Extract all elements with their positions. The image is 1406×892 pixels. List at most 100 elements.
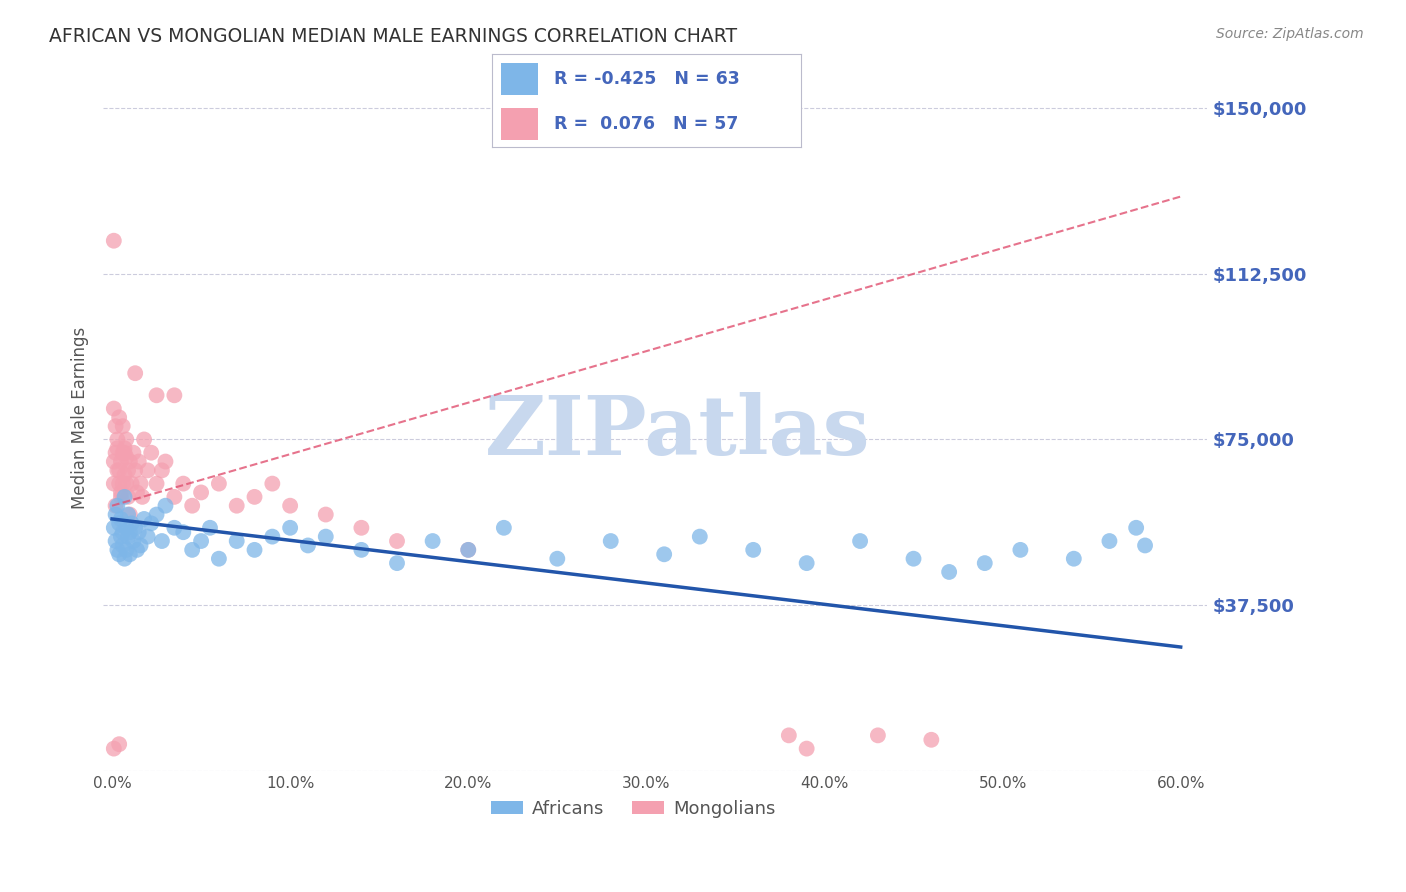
Point [118, 454, 141, 468]
Point [155, 454, 177, 468]
Point [796, 741, 818, 756]
Point [110, 485, 132, 500]
Point [172, 525, 194, 540]
Point [457, 542, 479, 557]
Point [110, 454, 132, 468]
Point [422, 534, 444, 549]
Point [181, 499, 204, 513]
Point [1125, 521, 1147, 535]
Point [121, 516, 143, 531]
Point [122, 446, 145, 460]
Point [1063, 551, 1085, 566]
Point [278, 521, 301, 535]
Point [105, 463, 128, 477]
Point [131, 490, 153, 504]
Point [108, 463, 131, 477]
Point [104, 508, 127, 522]
Point [1098, 534, 1121, 549]
Point [105, 442, 128, 456]
Point [103, 476, 125, 491]
Point [866, 728, 889, 742]
Point [350, 521, 373, 535]
Point [315, 530, 337, 544]
Point [973, 556, 995, 570]
Point [105, 542, 128, 557]
Point [278, 499, 301, 513]
Point [262, 530, 284, 544]
Point [110, 512, 132, 526]
Point [145, 508, 167, 522]
Point [141, 516, 163, 531]
Point [742, 542, 765, 557]
Point [150, 534, 173, 549]
Point [115, 476, 138, 491]
Point [105, 433, 128, 447]
Point [145, 388, 167, 402]
Point [108, 410, 131, 425]
Point [1133, 538, 1156, 552]
Point [114, 446, 136, 460]
Point [938, 565, 960, 579]
Point [125, 485, 148, 500]
Text: ZIPatlas: ZIPatlas [485, 392, 870, 472]
Point [141, 446, 163, 460]
Point [103, 521, 125, 535]
Point [145, 476, 167, 491]
Point [111, 476, 134, 491]
Point [104, 534, 127, 549]
Point [190, 534, 212, 549]
Point [117, 508, 139, 522]
Point [903, 551, 925, 566]
Point [114, 442, 136, 456]
Point [111, 419, 134, 434]
Point [103, 741, 125, 756]
Point [108, 516, 131, 531]
Point [181, 542, 204, 557]
Point [155, 499, 177, 513]
Point [108, 547, 131, 561]
Point [1010, 542, 1032, 557]
Point [689, 530, 711, 544]
Point [150, 463, 173, 477]
Point [115, 542, 138, 557]
Point [262, 476, 284, 491]
Y-axis label: Median Male Earnings: Median Male Earnings [72, 326, 89, 508]
Point [132, 433, 155, 447]
Point [105, 499, 128, 513]
Point [297, 538, 319, 552]
Point [243, 542, 266, 557]
Point [136, 530, 159, 544]
Point [385, 534, 408, 549]
Point [114, 551, 136, 566]
Point [225, 499, 247, 513]
Point [225, 534, 247, 549]
Point [117, 530, 139, 544]
Point [103, 234, 125, 248]
Point [163, 388, 186, 402]
Point [128, 525, 150, 540]
Point [118, 525, 141, 540]
Point [599, 534, 621, 549]
Text: AFRICAN VS MONGOLIAN MEDIAN MALE EARNINGS CORRELATION CHART: AFRICAN VS MONGOLIAN MEDIAN MALE EARNING… [49, 27, 737, 45]
Point [128, 454, 150, 468]
Point [117, 490, 139, 504]
Point [492, 521, 515, 535]
Point [104, 499, 127, 513]
Point [190, 485, 212, 500]
Point [115, 450, 138, 464]
Point [132, 512, 155, 526]
Point [778, 728, 800, 742]
Point [121, 476, 143, 491]
Point [796, 556, 818, 570]
Point [136, 463, 159, 477]
Point [114, 467, 136, 482]
Point [124, 463, 146, 477]
Point [129, 476, 152, 491]
Point [243, 490, 266, 504]
Point [457, 542, 479, 557]
Point [104, 446, 127, 460]
Point [111, 446, 134, 460]
Point [117, 463, 139, 477]
Point [111, 538, 134, 552]
Point [124, 521, 146, 535]
